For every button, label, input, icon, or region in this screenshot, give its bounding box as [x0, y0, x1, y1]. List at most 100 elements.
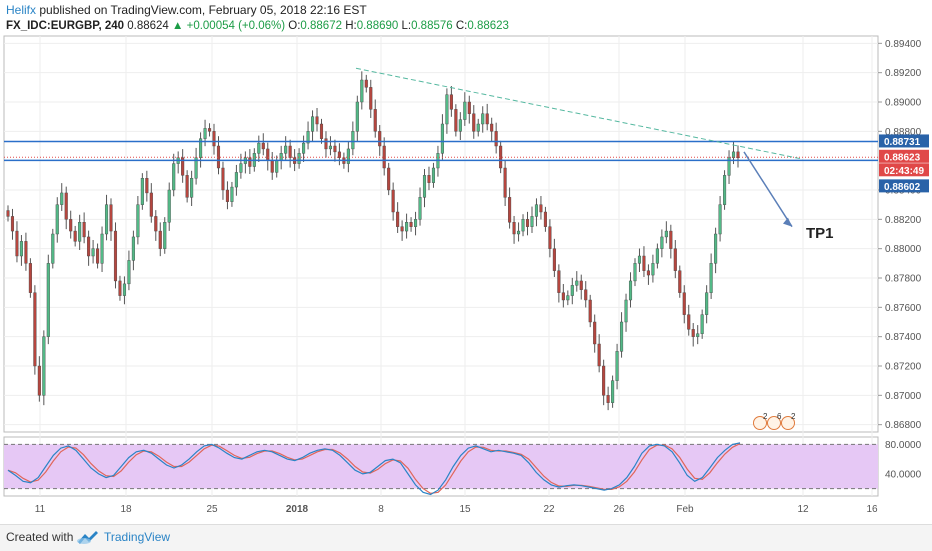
tradingview-link[interactable]: TradingView — [104, 530, 171, 544]
candle-down — [69, 219, 73, 232]
candle-down — [185, 175, 189, 198]
candle-down — [333, 145, 337, 153]
y-tick-label: 0.86800 — [885, 420, 922, 431]
candle-up — [78, 222, 82, 242]
candle-down — [118, 280, 122, 296]
candle-down — [181, 157, 185, 176]
candle-down — [508, 197, 512, 223]
x-tick-label: Feb — [676, 504, 694, 515]
candle-up — [140, 178, 144, 205]
candle-down — [602, 365, 606, 396]
candle-down — [512, 222, 516, 235]
candle-down — [503, 167, 507, 198]
candle-down — [669, 230, 673, 249]
candle-up — [628, 280, 633, 301]
candle-up — [163, 222, 167, 249]
candle-up — [517, 230, 521, 235]
trendline — [355, 67, 804, 160]
y-tick-label: 0.87000 — [885, 391, 922, 402]
overlays: TP1 2 6 2 — [4, 67, 878, 430]
event-flag-icon — [753, 416, 767, 430]
chart-grid — [3, 35, 879, 497]
candle-down — [584, 289, 588, 301]
candle-up — [534, 204, 539, 217]
author-name[interactable]: Helifx — [6, 3, 37, 17]
candle-down — [73, 230, 77, 242]
created-with-label: Created with — [6, 530, 74, 544]
event-count: 2 — [763, 412, 768, 421]
x-tick-label: 12 — [797, 504, 809, 515]
candle-down — [427, 175, 431, 183]
support-price-label: 0.88602 — [884, 182, 921, 193]
candle-down — [736, 151, 740, 158]
candle-down — [87, 236, 91, 257]
candle-up — [521, 219, 525, 232]
footer-bar: Created with TradingView — [0, 524, 932, 551]
candle-up — [203, 128, 207, 139]
candle-down — [319, 123, 324, 139]
candle-up — [660, 236, 664, 249]
price-pane-border — [3, 35, 879, 433]
resistance-price-label: 0.88731 — [884, 137, 921, 148]
symbol-info-line: FX_IDC:EURGBP, 240 0.88624 ▲ +0.00054 (+… — [6, 18, 509, 34]
candle-up — [615, 351, 619, 381]
candle-down — [409, 222, 413, 227]
candle-down — [561, 292, 565, 301]
x-tick-label: 22 — [543, 504, 555, 515]
candle-up — [51, 233, 55, 264]
stoch-k-line — [7, 442, 741, 496]
candle-down — [552, 248, 556, 271]
candle-down — [588, 299, 592, 323]
candle-down — [270, 160, 274, 173]
candle-down — [646, 270, 650, 276]
x-tick-label: 8 — [378, 504, 384, 515]
candle-down — [10, 216, 15, 232]
candle-down — [543, 211, 547, 227]
current-price-label: 0.88623 — [884, 152, 921, 163]
candle-up — [727, 157, 731, 176]
candle-down — [642, 255, 646, 271]
candle-up — [257, 142, 261, 154]
candle-down — [324, 138, 328, 150]
candle-up — [306, 131, 310, 144]
candle-up — [46, 263, 50, 337]
candle-down — [207, 128, 212, 132]
candle-down — [248, 157, 252, 167]
candle-up — [100, 233, 104, 264]
candle-up — [570, 285, 574, 296]
candle-up — [297, 153, 301, 164]
candle-up — [418, 197, 422, 220]
candle-up — [705, 292, 709, 315]
candle-down — [467, 101, 471, 114]
stoch-tick-label: 80.0000 — [885, 440, 922, 451]
y-tick-label: 0.88200 — [885, 215, 922, 226]
candle-up — [440, 123, 444, 154]
candle-down — [678, 270, 682, 293]
high-label: H: — [345, 20, 357, 32]
candle-down — [337, 151, 341, 158]
candle-down — [593, 321, 597, 345]
price-axis[interactable]: 0.894000.892000.890000.888000.884000.882… — [878, 39, 929, 431]
candle-up — [431, 167, 436, 183]
symbol-name[interactable]: FX_IDC:EURGBP, 240 — [6, 20, 125, 32]
candle-up — [91, 248, 95, 257]
candles — [6, 71, 740, 411]
y-tick-label: 0.89400 — [885, 39, 922, 50]
candle-up — [131, 236, 135, 261]
candle-down — [109, 204, 113, 232]
change-arrow-icon: ▲ — [172, 20, 184, 32]
candle-down — [225, 189, 229, 202]
candle-up — [127, 260, 131, 285]
candle-down — [557, 270, 561, 293]
candle-up — [328, 145, 332, 150]
candle-down — [373, 109, 377, 132]
candle-up — [723, 175, 727, 205]
candle-down — [454, 109, 458, 132]
candle-up — [55, 204, 59, 235]
candle-down — [364, 79, 368, 88]
candle-down — [15, 230, 19, 257]
time-axis[interactable]: 11 18 25 2018 8 15 22 26 Feb 12 16 — [35, 504, 878, 515]
candle-down — [539, 204, 543, 213]
event-flag-icon — [781, 416, 795, 430]
